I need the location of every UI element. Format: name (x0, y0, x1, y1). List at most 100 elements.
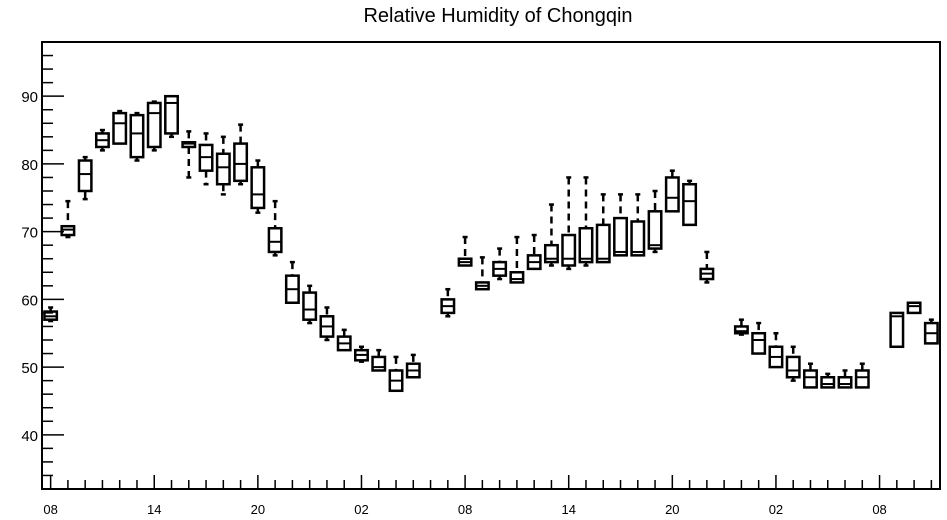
box-item (354, 345, 369, 363)
y-tick-label: 60 (21, 292, 38, 309)
y-tick-label: 90 (21, 89, 38, 106)
box-item (267, 199, 283, 257)
box-item (526, 233, 542, 271)
x-tick-label: 02 (769, 502, 783, 517)
box-body (595, 223, 611, 264)
box-body (164, 94, 179, 135)
box-item (561, 176, 577, 271)
box-body (509, 271, 525, 284)
x-tick-label: 14 (147, 502, 161, 517)
box-item (923, 318, 939, 345)
box-item (630, 193, 646, 257)
box-body (664, 176, 680, 213)
box-body (233, 142, 249, 183)
chart-title: Relative Humidity of Chongqin (363, 5, 632, 27)
x-tick-label: 08 (458, 502, 472, 517)
box-body (60, 224, 76, 237)
box-body (803, 369, 818, 389)
x-tick-label: 20 (665, 502, 679, 517)
box-item (302, 284, 318, 325)
box-item (371, 348, 387, 372)
box-body (889, 311, 905, 349)
box-item (336, 328, 352, 352)
box-item (837, 369, 853, 389)
box-item (440, 287, 456, 318)
box-item (854, 362, 870, 389)
box-item (889, 311, 905, 349)
box-body (906, 301, 922, 315)
y-tick-label: 80 (21, 157, 38, 174)
box-item (94, 128, 110, 152)
box-body (250, 166, 266, 210)
box-item (751, 321, 767, 355)
plot-frame (41, 41, 941, 490)
box-body (820, 376, 836, 389)
box-item (112, 109, 128, 145)
box-item (77, 155, 93, 201)
box-body (751, 331, 767, 355)
box-body (854, 369, 870, 389)
box-item (388, 355, 404, 393)
box-item (699, 250, 715, 284)
box-item (595, 193, 611, 264)
box-item (768, 331, 784, 369)
box-body (215, 152, 231, 186)
box-item (474, 256, 490, 291)
box-body (733, 325, 749, 335)
box-item (43, 306, 59, 323)
y-tick-label: 70 (21, 225, 38, 242)
box-body (146, 101, 162, 149)
box-item (803, 362, 818, 389)
box-body (837, 376, 853, 389)
box-body (785, 355, 801, 379)
box-item (509, 235, 525, 284)
box-body (578, 227, 594, 264)
box-item (457, 235, 473, 267)
box-body (129, 113, 145, 159)
y-tick-label: 40 (21, 428, 38, 445)
box-item (146, 100, 162, 152)
box-item (405, 353, 421, 379)
box-item (319, 306, 335, 342)
boxes-group (43, 94, 939, 393)
box-item (733, 318, 749, 336)
box-item (284, 260, 300, 304)
x-axis-labels: 08 14 20 02 08 14 20 02 08 (43, 502, 886, 517)
box-item (682, 179, 698, 227)
box-body (112, 111, 128, 145)
box-body (267, 227, 283, 254)
x-tick-label: 08 (872, 502, 886, 517)
box-item (613, 193, 628, 257)
box-item (60, 199, 76, 239)
box-item (664, 169, 680, 213)
box-item (198, 132, 214, 186)
box-body (181, 140, 197, 149)
x-tick-label: 08 (43, 502, 57, 517)
box-item (164, 94, 179, 139)
box-item (906, 301, 922, 315)
box-item (785, 345, 801, 382)
box-item (233, 123, 249, 186)
axis-ticks (42, 54, 933, 489)
x-tick-label: 20 (251, 502, 265, 517)
y-tick-label: 50 (21, 360, 38, 377)
box-item (181, 130, 197, 179)
box-item (820, 372, 836, 389)
x-tick-label: 02 (354, 502, 368, 517)
box-item (647, 189, 663, 254)
box-body (613, 216, 628, 257)
box-body (77, 159, 93, 193)
y-axis-labels: 40 50 60 70 80 90 (21, 89, 38, 445)
box-item (129, 111, 145, 162)
box-body (371, 355, 387, 372)
box-body (561, 233, 577, 267)
box-item (250, 159, 266, 214)
box-body (630, 220, 646, 257)
box-item (578, 176, 594, 267)
box-body (647, 210, 663, 250)
box-body (302, 291, 318, 321)
box-body (682, 182, 698, 227)
box-item (543, 203, 559, 267)
x-tick-label: 14 (561, 502, 575, 517)
